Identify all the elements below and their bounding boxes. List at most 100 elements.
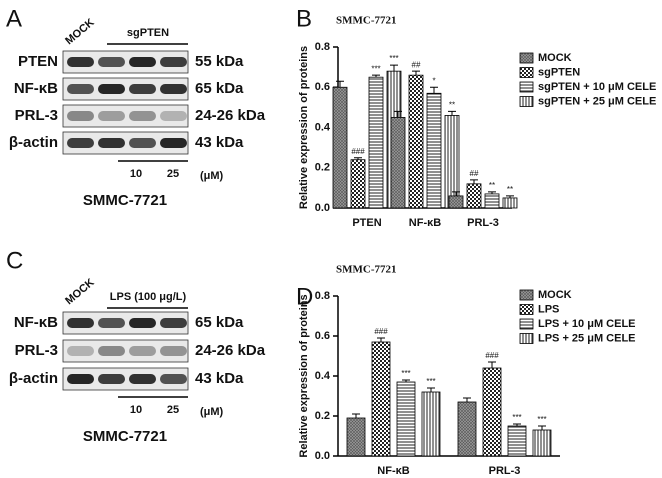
significance: ### xyxy=(351,147,365,156)
treatment-label: MOCK xyxy=(63,16,97,47)
significance: *** xyxy=(401,369,410,378)
legend-label: LPS + 25 μM CELE xyxy=(538,332,636,344)
dose-label: 10 xyxy=(130,168,142,180)
bar xyxy=(371,341,391,457)
treatment-label: sgPTEN xyxy=(127,27,169,39)
significance: ** xyxy=(489,181,495,190)
blot-band xyxy=(160,346,187,356)
significance: *** xyxy=(512,413,521,422)
protein-label: PTEN xyxy=(18,53,58,70)
error-bar xyxy=(470,179,478,184)
panel-letter: A xyxy=(6,5,22,32)
blot-row xyxy=(62,311,189,335)
bar xyxy=(444,115,460,209)
blot-band xyxy=(98,318,125,328)
bar xyxy=(350,159,366,209)
blot-band xyxy=(160,57,187,67)
bar xyxy=(532,429,552,457)
blot-band xyxy=(98,57,125,67)
bar xyxy=(457,401,477,457)
y-tick-label: 0.0 xyxy=(315,202,330,214)
error-bar xyxy=(430,86,438,94)
blot-band xyxy=(67,374,94,384)
blot-band xyxy=(129,57,156,67)
bar xyxy=(448,195,464,209)
panel-letter: D xyxy=(296,283,313,310)
significance: *** xyxy=(371,64,380,73)
panel-letter: C xyxy=(6,247,23,274)
blot-band xyxy=(129,346,156,356)
error-bar xyxy=(402,379,410,382)
blot-band xyxy=(67,138,94,148)
bar xyxy=(346,417,366,457)
legend-label: sgPTEN xyxy=(538,66,580,78)
bar xyxy=(408,74,424,209)
error-bar xyxy=(372,74,380,78)
significance: * xyxy=(432,76,435,85)
error-bar xyxy=(354,157,362,160)
bar xyxy=(390,117,406,209)
blot-band xyxy=(129,111,156,121)
blot-band xyxy=(67,57,94,67)
blot-band xyxy=(98,84,125,94)
error-bar xyxy=(412,70,420,76)
error-bar xyxy=(448,110,456,116)
y-tick-label: 0.2 xyxy=(315,410,330,422)
error-bar xyxy=(452,191,460,196)
bar xyxy=(426,92,442,209)
blot-band xyxy=(98,138,125,148)
y-tick-label: 0.4 xyxy=(315,370,331,382)
blot-band xyxy=(98,346,125,356)
x-tick-label: PTEN xyxy=(352,217,381,229)
significance: *** xyxy=(537,415,546,424)
error-bar xyxy=(513,423,521,426)
dose-unit: (μM) xyxy=(200,406,224,418)
dose-label: 25 xyxy=(167,404,179,416)
band-size: 65 kDa xyxy=(195,80,244,97)
blot-band xyxy=(160,84,187,94)
protein-label: β-actin xyxy=(9,370,58,387)
blot-band xyxy=(98,374,125,384)
y-tick-label: 0.8 xyxy=(315,290,330,302)
legend-swatch xyxy=(519,52,534,64)
treatment-label: MOCK xyxy=(63,276,97,307)
y-tick-label: 0.6 xyxy=(315,81,330,93)
error-bar xyxy=(538,425,546,430)
error-bar xyxy=(463,397,471,402)
legend-swatch xyxy=(519,333,534,344)
band-size: 65 kDa xyxy=(195,314,244,331)
band-size: 24-26 kDa xyxy=(195,342,266,359)
bar xyxy=(396,381,416,457)
y-axis-label: Relative expression of proteins xyxy=(298,46,310,209)
blot-band xyxy=(160,138,187,148)
significance: ** xyxy=(507,185,513,194)
treatment-label: LPS (100 μg/L) xyxy=(110,291,187,303)
error-bar xyxy=(390,64,398,72)
chart-title: SMMC-7721 xyxy=(336,264,397,276)
significance: *** xyxy=(389,54,398,63)
legend-swatch xyxy=(519,318,534,330)
error-bar xyxy=(506,195,514,198)
legend-swatch xyxy=(519,81,534,93)
y-tick-label: 0.0 xyxy=(315,450,330,462)
x-tick-label: PRL-3 xyxy=(489,465,521,477)
y-tick-label: 0.8 xyxy=(315,41,330,53)
blot-row xyxy=(62,50,189,74)
blot-row xyxy=(62,77,189,101)
bar xyxy=(466,183,482,209)
error-bar xyxy=(336,80,344,88)
protein-label: PRL-3 xyxy=(15,342,58,359)
panel-letter: B xyxy=(296,5,312,32)
blot-band xyxy=(67,318,94,328)
dose-unit: (μM) xyxy=(200,170,224,182)
legend-label: LPS + 10 μM CELE xyxy=(538,318,636,330)
significance: ### xyxy=(374,327,388,336)
dose-label: 10 xyxy=(130,404,142,416)
significance: ## xyxy=(470,169,479,178)
protein-label: NF-κB xyxy=(14,80,58,97)
x-tick-label: NF-κB xyxy=(409,217,441,229)
error-bar xyxy=(377,337,385,342)
error-bar xyxy=(394,110,402,118)
blot-row xyxy=(62,367,189,391)
